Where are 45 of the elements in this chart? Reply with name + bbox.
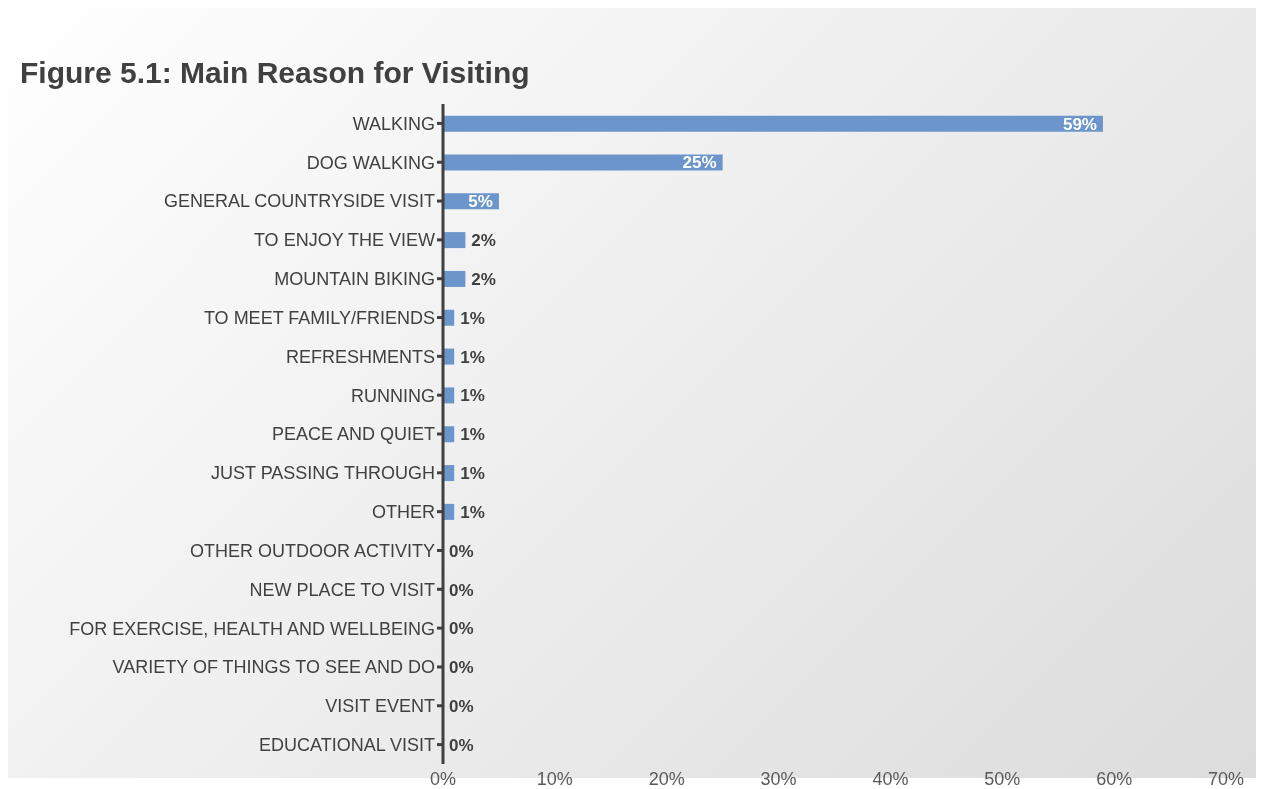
x-tick-label: 20% <box>648 768 685 789</box>
data-label: 1% <box>460 502 485 522</box>
y-tick-label: REFRESHMENTS <box>285 346 435 367</box>
y-tick-label: OTHER OUTDOOR ACTIVITY <box>189 540 435 561</box>
data-label: 2% <box>471 269 496 289</box>
data-label: 0% <box>449 541 474 561</box>
y-tick-label: DOG WALKING <box>306 152 435 173</box>
chart-title: Figure 5.1: Main Reason for Visiting <box>19 55 531 91</box>
x-tick-label: 60% <box>1096 768 1133 789</box>
y-tick-label: RUNNING <box>351 385 435 406</box>
data-label: 25% <box>682 153 717 173</box>
bar <box>443 115 1103 132</box>
y-tick-label: TO MEET FAMILY/FRIENDS <box>203 307 435 328</box>
x-tick-label: 70% <box>1207 768 1245 789</box>
x-tick-label: 0% <box>429 768 457 789</box>
data-label: 1% <box>460 425 485 445</box>
data-label: 5% <box>468 192 493 212</box>
data-label: 1% <box>460 347 485 367</box>
x-tick-label: 10% <box>536 768 573 789</box>
data-label: 0% <box>449 735 474 755</box>
y-tick-label: PEACE AND QUIET <box>271 424 435 445</box>
y-tick-label: EDUCATIONAL VISIT <box>258 734 435 755</box>
data-label: 1% <box>460 464 485 484</box>
y-tick-label: OTHER <box>372 502 435 523</box>
y-tick-label: JUST PASSING THROUGH <box>210 463 435 484</box>
data-label: 1% <box>460 386 485 406</box>
x-tick-label: 50% <box>984 768 1021 789</box>
y-tick-label: GENERAL COUNTRYSIDE VISIT <box>163 191 435 212</box>
y-tick-label: NEW PLACE TO VISIT <box>249 579 435 600</box>
data-label: 0% <box>449 619 474 639</box>
data-label: 0% <box>449 658 474 678</box>
data-label: 2% <box>471 231 496 251</box>
y-tick-label: MOUNTAIN BIKING <box>274 269 435 290</box>
x-tick-label: 30% <box>760 768 797 789</box>
data-label: 0% <box>449 697 474 716</box>
y-tick-label: VISIT EVENT <box>325 696 435 717</box>
bar <box>443 154 723 171</box>
data-label: 1% <box>460 308 485 328</box>
x-tick-label: 40% <box>872 768 909 789</box>
y-tick-label: VARIETY OF THINGS TO SEE AND DO <box>112 657 435 678</box>
y-tick-label: FOR EXERCISE, HEALTH AND WELLBEING <box>69 618 435 639</box>
y-tick-label: WALKING <box>352 113 435 134</box>
data-label: 0% <box>449 580 474 600</box>
data-label: 59% <box>1062 114 1097 134</box>
y-tick-label: TO ENJOY THE VIEW <box>253 230 435 251</box>
